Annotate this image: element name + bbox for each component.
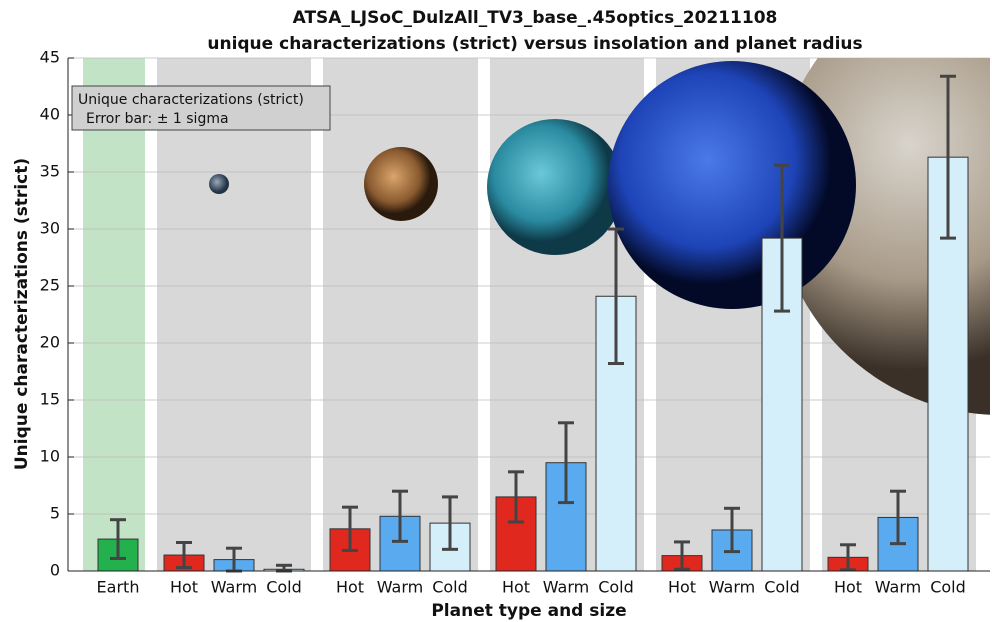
error-bar	[558, 421, 574, 505]
y-axis-label: Unique characterizations (strict)	[12, 158, 32, 470]
error-bar	[442, 495, 458, 551]
x-tick-label: Hot	[834, 578, 862, 597]
error-bar	[508, 470, 524, 524]
planet-icon	[364, 147, 438, 221]
earth-band	[83, 58, 145, 571]
y-tick-label: 10	[40, 447, 60, 466]
y-tick-label: 35	[40, 162, 60, 181]
x-tick-label: Cold	[930, 578, 966, 597]
error-bar	[940, 74, 956, 240]
legend-note: Error bar: ± 1 sigma	[86, 111, 229, 127]
y-tick-label: 20	[40, 333, 60, 352]
x-tick-label: Cold	[598, 578, 634, 597]
x-tick-label: Warm	[377, 578, 423, 597]
x-tick-label: Warm	[543, 578, 589, 597]
x-tick-label: Earth	[97, 578, 140, 597]
y-tick-label: 15	[40, 390, 60, 409]
error-bar	[674, 540, 690, 571]
x-tick-label: Warm	[211, 578, 257, 597]
y-tick-label: 0	[50, 561, 60, 580]
x-tick-label: Warm	[875, 578, 921, 597]
x-tick-label: Hot	[502, 578, 530, 597]
planet-icon	[487, 119, 623, 255]
x-tick-label: Hot	[668, 578, 696, 597]
error-bar	[724, 506, 740, 554]
x-axis-label: Planet type and size	[431, 601, 626, 621]
error-bar	[392, 489, 408, 543]
y-tick-label: 30	[40, 219, 60, 238]
chart-title: ATSA_LJSoC_DulzAll_TV3_base_.45optics_20…	[293, 8, 778, 28]
error-bar	[110, 518, 126, 560]
x-tick-label: Hot	[336, 578, 364, 597]
ticks: 0 5 10 15 20 25 30 35 40 45 Earth Hot Warm Cold Hot War…	[40, 48, 966, 597]
y-tick-label: 45	[40, 48, 60, 67]
y-tick-label: 25	[40, 276, 60, 295]
x-tick-label: Cold	[266, 578, 302, 597]
chart-subtitle: unique characterizations (strict) versus…	[207, 34, 862, 54]
group-band	[323, 58, 478, 571]
x-tick-label: Warm	[709, 578, 755, 597]
x-tick-label: Cold	[764, 578, 800, 597]
y-tick-label: 5	[50, 504, 60, 523]
error-bar	[774, 163, 790, 313]
error-bar	[890, 489, 906, 546]
x-tick-label: Cold	[432, 578, 468, 597]
planet-icon	[608, 61, 856, 309]
bars	[97, 74, 969, 573]
group-band	[157, 58, 311, 571]
error-bar	[342, 505, 358, 552]
y-tick-label: 40	[40, 105, 60, 124]
legend-title: Unique characterizations (strict)	[78, 92, 304, 108]
error-bar	[608, 227, 624, 366]
legend-box	[71, 85, 331, 131]
planet-icon	[209, 174, 229, 194]
x-tick-label: Hot	[170, 578, 198, 597]
error-bar	[840, 543, 856, 572]
error-bar	[176, 541, 192, 570]
